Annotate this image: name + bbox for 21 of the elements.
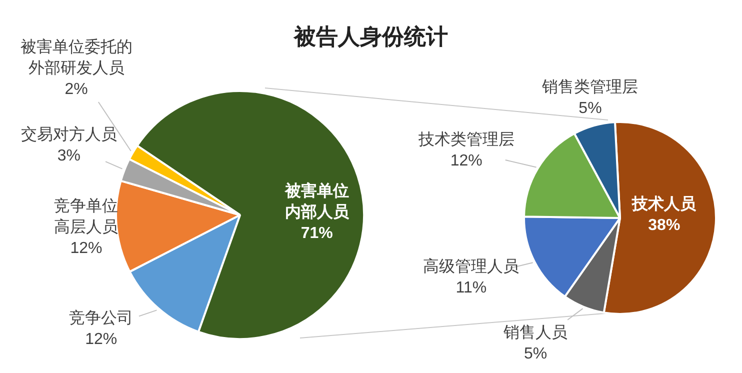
slice-label: 竞争公司 <box>69 308 134 327</box>
data-label: 12% <box>85 330 118 348</box>
data-label: 2% <box>64 81 88 98</box>
data-label: 11% <box>456 279 487 296</box>
chart-title: 被告人身份统计 <box>294 24 448 49</box>
slice-label: 高级管理人员 <box>423 257 520 276</box>
data-label: 5% <box>524 346 548 363</box>
data-label: 71% <box>300 224 333 242</box>
slice-label: 竞争单位高层人员 <box>54 196 118 236</box>
slice-label: 被害单位内部人员 <box>284 180 350 221</box>
slice-label: 销售人员 <box>502 324 568 342</box>
slice-label: 技术人员 <box>631 195 698 214</box>
slice-label: 技术类管理层 <box>417 130 514 149</box>
data-label: 12% <box>450 152 482 170</box>
slice-label: 销售类管理层 <box>541 78 638 96</box>
slice-label: 交易对方人员 <box>20 125 117 144</box>
data-label: 3% <box>57 147 80 164</box>
data-label: 5% <box>578 100 602 117</box>
slice-label: 被害单位委托的外部研发人员 <box>20 38 132 78</box>
data-label: 38% <box>648 217 680 234</box>
data-label: 12% <box>70 240 102 257</box>
